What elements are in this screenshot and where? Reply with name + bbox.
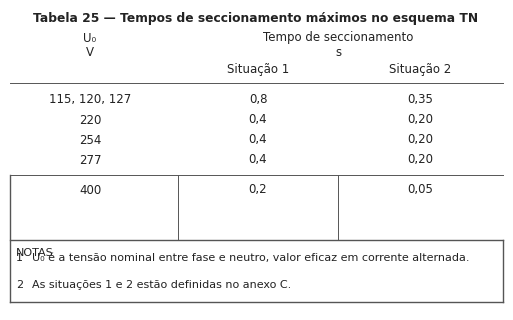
Text: NOTAS: NOTAS	[16, 248, 54, 258]
Text: Tabela 25 — Tempos de seccionamento máximos no esquema TN: Tabela 25 — Tempos de seccionamento máxi…	[33, 12, 479, 25]
Text: Situação 2: Situação 2	[389, 63, 451, 76]
Text: 0,20: 0,20	[407, 154, 433, 166]
Text: 0,4: 0,4	[249, 114, 267, 126]
Text: 2: 2	[16, 280, 23, 290]
Text: V: V	[86, 45, 94, 59]
Text: 115, 120, 127: 115, 120, 127	[49, 93, 131, 107]
Text: 1: 1	[16, 253, 23, 263]
Text: s: s	[335, 45, 341, 59]
Text: 0,2: 0,2	[249, 183, 267, 196]
Text: 0,35: 0,35	[407, 93, 433, 107]
Text: 0,8: 0,8	[249, 93, 267, 107]
Text: Situação 1: Situação 1	[227, 63, 289, 76]
Text: As situações 1 e 2 estão definidas no anexo C.: As situações 1 e 2 estão definidas no an…	[32, 280, 291, 290]
Text: 0,05: 0,05	[407, 183, 433, 196]
Text: 277: 277	[79, 154, 101, 166]
Text: 0,4: 0,4	[249, 133, 267, 147]
Text: 0,4: 0,4	[249, 154, 267, 166]
Text: 0,20: 0,20	[407, 133, 433, 147]
Text: 400: 400	[79, 183, 101, 196]
Text: 254: 254	[79, 133, 101, 147]
Text: 220: 220	[79, 114, 101, 126]
Text: U₀ é a tensão nominal entre fase e neutro, valor eficaz em corrente alternada.: U₀ é a tensão nominal entre fase e neutr…	[32, 253, 469, 263]
Text: U₀: U₀	[84, 31, 96, 44]
Text: Tempo de seccionamento: Tempo de seccionamento	[263, 31, 413, 44]
Text: 0,20: 0,20	[407, 114, 433, 126]
